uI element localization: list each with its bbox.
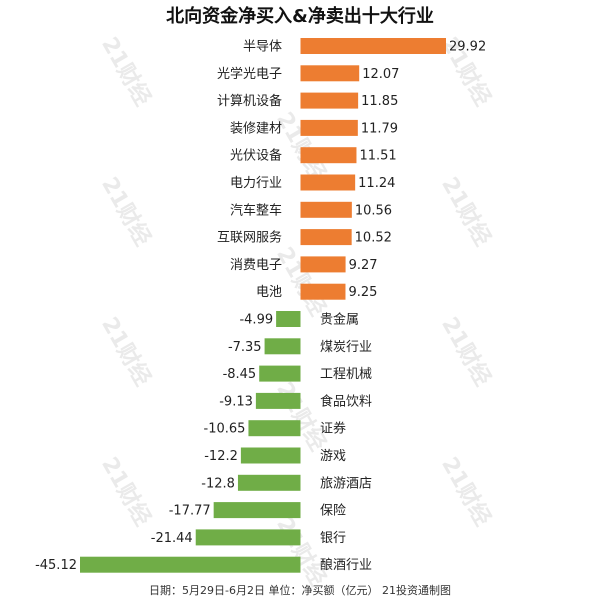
- value-label-0: 29.92: [449, 40, 486, 55]
- category-label-2: 计算机设备: [217, 93, 282, 109]
- watermark: 21财经: [271, 513, 331, 591]
- value-label-7: 10.52: [355, 231, 392, 246]
- category-label-3: 装修建材: [230, 121, 282, 136]
- bar-7: [300, 229, 352, 246]
- bar-6: [300, 201, 352, 218]
- value-label-10: -4.99: [239, 313, 273, 328]
- bar-12: [259, 365, 301, 382]
- category-label-10: 贵金属: [320, 312, 359, 328]
- value-label-14: -10.65: [204, 422, 246, 437]
- bar-10: [276, 311, 301, 327]
- bar-0: [300, 38, 446, 54]
- value-label-4: 11.51: [359, 149, 396, 164]
- category-label-14: 证券: [320, 421, 346, 437]
- value-label-16: -12.8: [201, 476, 235, 491]
- value-label-3: 11.79: [361, 121, 398, 136]
- value-label-19: -45.12: [35, 558, 77, 573]
- bar-11: [264, 338, 301, 355]
- bar-4: [300, 147, 357, 164]
- bar-9: [300, 283, 346, 300]
- bar-5: [300, 174, 356, 191]
- watermark: 21财经: [96, 313, 156, 391]
- category-label-16: 旅游酒店: [320, 476, 372, 491]
- value-label-6: 10.56: [355, 203, 392, 218]
- bar-8: [300, 256, 346, 273]
- category-label-12: 工程机械: [320, 367, 372, 382]
- category-label-18: 银行: [320, 531, 346, 546]
- bar-18: [195, 529, 301, 546]
- bar-13: [255, 392, 301, 409]
- category-label-15: 游戏: [320, 449, 346, 464]
- watermark: 21财经: [436, 173, 496, 251]
- watermark: 21财经: [436, 313, 496, 391]
- watermark: 21财经: [271, 108, 331, 186]
- category-label-4: 光伏设备: [230, 148, 282, 164]
- value-label-9: 9.25: [348, 285, 377, 300]
- bar-14: [248, 420, 301, 437]
- value-label-17: -17.77: [169, 504, 211, 519]
- value-label-8: 9.27: [349, 258, 378, 273]
- watermark: 21财经: [96, 33, 156, 111]
- category-label-19: 酿酒行业: [320, 557, 372, 573]
- watermark: 21财经: [96, 453, 156, 531]
- watermark: 21财经: [96, 173, 156, 251]
- bar-17: [213, 502, 301, 519]
- value-label-12: -8.45: [223, 367, 257, 382]
- category-label-17: 保险: [320, 504, 346, 519]
- bar-2: [300, 92, 359, 109]
- value-label-13: -9.13: [219, 394, 253, 409]
- category-label-5: 电力行业: [230, 176, 282, 191]
- value-label-15: -12.2: [204, 449, 238, 464]
- category-label-7: 互联网服务: [217, 230, 282, 246]
- value-label-1: 12.07: [362, 67, 399, 82]
- category-label-11: 煤炭行业: [320, 340, 372, 355]
- category-label-1: 光学光电子: [217, 66, 282, 82]
- watermark: 21财经: [271, 243, 331, 321]
- bar-3: [300, 119, 358, 136]
- value-label-18: -21.44: [151, 531, 193, 546]
- value-label-11: -7.35: [228, 340, 262, 355]
- value-label-2: 11.85: [361, 94, 398, 109]
- category-label-8: 消费电子: [230, 258, 282, 273]
- category-label-9: 电池: [256, 285, 282, 300]
- bar-15: [240, 447, 301, 464]
- value-label-5: 11.24: [358, 176, 395, 191]
- category-label-6: 汽车整车: [230, 202, 282, 218]
- watermark: 21财经: [436, 453, 496, 531]
- watermark: 21财经: [271, 378, 331, 456]
- category-label-13: 食品饮料: [320, 393, 372, 409]
- chart-footer: 日期：5月29日-6月2日 单位：净买额（亿元） 21投资通制图: [149, 584, 451, 597]
- bar-19: [80, 556, 301, 573]
- bar-16: [237, 474, 301, 491]
- category-label-0: 半导体: [243, 40, 282, 55]
- bar-1: [300, 65, 360, 82]
- chart-title: 北向资金净买入&净卖出十大行业: [166, 6, 434, 27]
